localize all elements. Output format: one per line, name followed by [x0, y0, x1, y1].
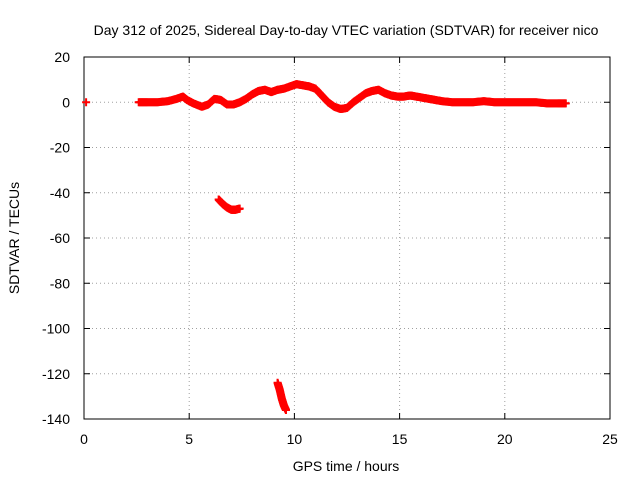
axis-ticks: 20 0 -20 -40 -60 -80 -100 -120 -140 0 5 10 15 20 25: [42, 49, 618, 447]
y-tick-label: 0: [62, 94, 70, 110]
y-tick-label: -60: [50, 230, 70, 246]
x-tick-label: 20: [497, 431, 513, 447]
x-tick-label: 10: [287, 431, 303, 447]
x-tick-label: 15: [392, 431, 408, 447]
y-tick-label: 20: [54, 49, 70, 65]
plot-frame: [83, 56, 611, 420]
y-tick-label: -140: [42, 411, 70, 427]
data-point: [235, 204, 244, 213]
y-tick-label: -40: [50, 185, 70, 201]
chart-title: Day 312 of 2025, Sidereal Day-to-day VTE…: [94, 22, 599, 38]
data-point: [281, 405, 290, 414]
y-tick-label: -120: [42, 366, 70, 382]
y-tick-label: -100: [42, 321, 70, 337]
x-tick-label: 5: [185, 431, 193, 447]
data-point: [561, 99, 570, 108]
y-tick-label: -80: [50, 275, 70, 291]
y-axis-label: SDTVAR / TECUs: [6, 182, 22, 294]
x-tick-label: 0: [80, 431, 88, 447]
x-axis-label: GPS time / hours: [293, 458, 400, 474]
y-tick-label: -20: [50, 140, 70, 156]
x-tick-label: 25: [602, 431, 618, 447]
data-point: [82, 98, 91, 107]
grid: [84, 57, 610, 419]
data-points: [82, 80, 570, 414]
